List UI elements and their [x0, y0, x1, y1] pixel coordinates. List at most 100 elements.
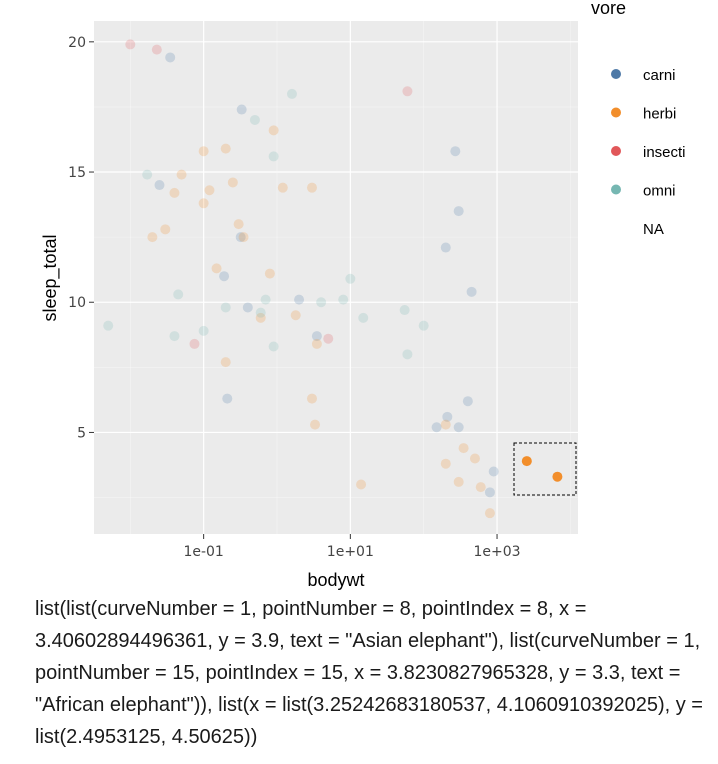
data-point-insecti[interactable] [402, 86, 413, 97]
x-tick-label: 1e-01 [183, 544, 223, 560]
data-point-omni[interactable] [268, 341, 279, 352]
data-point-carni[interactable] [450, 146, 461, 157]
data-point-omni[interactable] [173, 289, 184, 300]
data-point-omni[interactable] [142, 169, 153, 180]
data-point-omni[interactable] [358, 312, 369, 323]
data-point-carni[interactable] [154, 180, 165, 191]
data-point-carni[interactable] [236, 104, 247, 115]
data-point-omni[interactable] [103, 320, 114, 331]
data-point-herbi[interactable] [176, 169, 187, 180]
data-point-herbi[interactable] [233, 219, 244, 230]
data-point-herbi[interactable] [290, 310, 301, 321]
data-point-carni[interactable] [222, 393, 233, 404]
legend-marker-omni [611, 184, 621, 195]
data-point-carni[interactable] [311, 331, 322, 342]
data-point-omni[interactable] [260, 294, 271, 305]
data-point-herbi[interactable] [440, 458, 451, 469]
data-point-insecti[interactable] [189, 338, 200, 349]
data-point-herbi[interactable] [147, 232, 158, 243]
data-point-omni[interactable] [418, 320, 429, 331]
data-point-carni[interactable] [453, 206, 464, 217]
data-point-insecti[interactable] [151, 44, 162, 55]
data-point-insecti[interactable] [125, 39, 136, 50]
data-point-herbi[interactable] [198, 198, 209, 209]
data-point-herbi[interactable] [306, 393, 317, 404]
y-tick-label: 10 [68, 295, 86, 311]
legend-label-insecti: insecti [643, 144, 686, 161]
legend-marker-insecti [611, 146, 621, 156]
data-point-herbi[interactable] [255, 312, 266, 323]
legend: vore carni herbi insecti omni NA [591, 0, 686, 238]
x-tick-label: 1e+03 [473, 544, 520, 560]
data-point-herbi[interactable] [469, 453, 480, 464]
legend-label-omni: omni [643, 183, 676, 200]
data-point-carni[interactable] [453, 422, 464, 433]
data-point-insecti[interactable] [323, 333, 334, 344]
data-point-herbi-selected[interactable] [521, 456, 532, 467]
data-point-carni[interactable] [466, 286, 477, 297]
data-point-omni[interactable] [399, 305, 410, 316]
scatter-plot: 5 10 15 20 1e-01 1e+01 1e+03 bodywt sleep_tota… [40, 0, 686, 590]
legend-label-herbi: herbi [643, 106, 676, 123]
data-point-carni[interactable] [219, 271, 230, 282]
data-point-carni[interactable] [488, 466, 499, 477]
data-point-herbi[interactable] [220, 357, 231, 368]
data-point-carni[interactable] [165, 52, 176, 63]
x-axis-title: bodywt [307, 570, 364, 590]
data-point-herbi[interactable] [268, 125, 279, 136]
data-point-herbi[interactable] [277, 182, 288, 193]
legend-label-na: NA [643, 221, 664, 238]
data-point-carni[interactable] [235, 232, 246, 243]
data-point-herbi[interactable] [227, 177, 238, 188]
data-point-omni[interactable] [249, 114, 260, 125]
selection-box[interactable] [513, 442, 577, 496]
data-point-omni[interactable] [255, 307, 266, 318]
data-point-carni[interactable] [242, 302, 253, 313]
data-point-herbi[interactable] [310, 419, 321, 430]
data-point-carni[interactable] [442, 411, 453, 422]
data-point-carni[interactable] [294, 294, 305, 305]
data-point-herbi[interactable] [198, 146, 209, 157]
selection-output-text: list(list(curveNumber = 1, pointNumber =… [35, 598, 703, 748]
data-point-herbi-selected[interactable] [552, 471, 563, 482]
data-point-carni[interactable] [440, 242, 451, 253]
axis-ticks: 5 10 15 20 1e-01 1e+01 1e+03 [68, 35, 520, 560]
data-point-herbi[interactable] [169, 187, 180, 198]
data-points[interactable] [103, 39, 563, 519]
data-point-omni[interactable] [338, 294, 349, 305]
data-point-herbi[interactable] [453, 476, 464, 487]
data-point-herbi[interactable] [475, 482, 486, 493]
data-point-carni[interactable] [462, 396, 473, 407]
y-axis-title: sleep_total [40, 234, 61, 321]
data-point-herbi[interactable] [160, 224, 171, 235]
data-point-omni[interactable] [402, 349, 413, 360]
legend-marker-carni [611, 69, 621, 79]
data-point-omni[interactable] [220, 302, 231, 313]
legend-label-carni: carni [643, 67, 676, 84]
data-point-herbi[interactable] [440, 419, 451, 430]
y-tick-label: 5 [77, 425, 86, 441]
data-point-herbi[interactable] [356, 479, 367, 490]
data-point-omni[interactable] [198, 325, 209, 336]
legend-title: vore [591, 0, 626, 18]
data-point-omni[interactable] [316, 297, 327, 308]
data-point-herbi[interactable] [264, 268, 275, 279]
data-point-herbi[interactable] [211, 263, 222, 274]
data-point-omni[interactable] [268, 151, 279, 162]
data-point-omni[interactable] [286, 88, 297, 99]
data-point-herbi[interactable] [220, 143, 231, 154]
data-point-herbi[interactable] [204, 185, 215, 196]
grid-lines [94, 21, 578, 534]
data-point-herbi[interactable] [306, 182, 317, 193]
data-point-carni[interactable] [431, 422, 442, 433]
data-point-herbi[interactable] [484, 508, 495, 519]
x-tick-label: 1e+01 [327, 544, 374, 560]
data-point-herbi[interactable] [311, 338, 322, 349]
data-point-carni[interactable] [484, 487, 495, 498]
data-point-omni[interactable] [169, 331, 180, 342]
plot-panel [94, 21, 578, 534]
data-point-herbi[interactable] [458, 443, 469, 454]
data-point-herbi[interactable] [238, 232, 249, 243]
y-tick-label: 20 [68, 35, 86, 51]
data-point-omni[interactable] [345, 273, 356, 284]
